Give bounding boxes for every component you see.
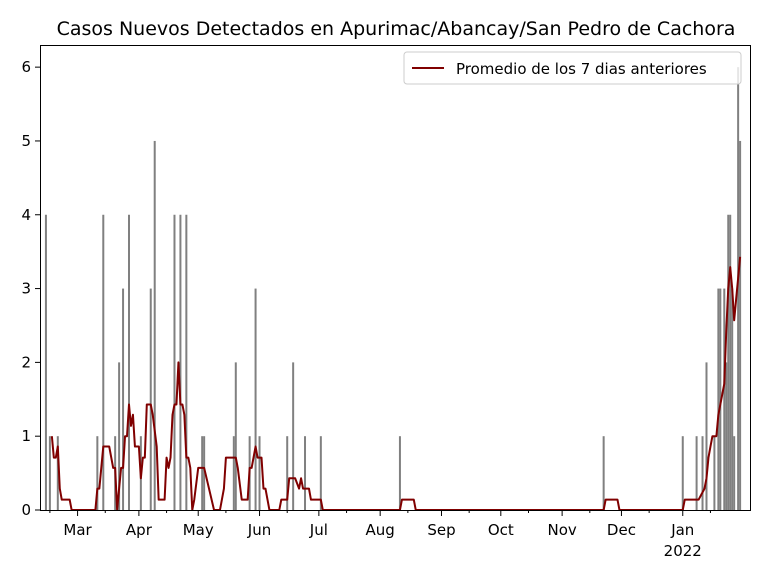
bar-36 (725, 362, 728, 510)
x-tick-label-aug: Aug (366, 521, 395, 539)
bar-23 (292, 362, 295, 510)
legend-box (403, 51, 742, 85)
bar-16 (203, 436, 206, 510)
bar-13 (179, 214, 182, 510)
bar-24 (304, 436, 307, 510)
x-tick-label-may: May (183, 521, 214, 539)
x-tick-label-jul: Jul (309, 521, 328, 539)
bar-22 (286, 436, 289, 510)
bar-6 (118, 362, 121, 510)
bar-14 (185, 214, 188, 510)
x-axis: Mar Apr May Jun Jul Aug Sep Oct Nov Dec Jan 2022 (49, 510, 711, 560)
bar-35 (723, 288, 726, 510)
x-tick-label-jun: Jun (247, 521, 271, 539)
bar-33 (717, 288, 720, 510)
bar-27 (602, 436, 605, 510)
bar-29 (695, 436, 698, 510)
bar-3 (96, 436, 99, 510)
x-tick-label-jan: Jan (670, 521, 694, 539)
bars-layer (44, 67, 742, 510)
bar-21 (258, 436, 261, 510)
bar-11 (153, 140, 156, 510)
bar-40 (733, 436, 736, 510)
x-tick-label-sep: Sep (427, 521, 455, 539)
chart-title: Casos Nuevos Detectados en Apurimac/Aban… (57, 18, 736, 40)
x-tick-label-apr: Apr (126, 521, 153, 539)
bar-4 (102, 214, 105, 510)
legend-label: Promedio de los 7 dias anteriores (456, 60, 707, 78)
x-tick-label-dec: Dec (607, 521, 636, 539)
bar-7 (122, 288, 125, 510)
plot-frame (40, 45, 751, 511)
bar-32 (713, 436, 716, 510)
bar-20 (254, 288, 257, 510)
x-tick-label-oct: Oct (488, 521, 514, 539)
bar-0 (44, 214, 47, 510)
y-tick-label-3: 3 (21, 280, 31, 298)
bar-38 (729, 214, 732, 510)
x-tick-sublabel-year: 2022 (664, 542, 702, 560)
y-tick-label-1: 1 (21, 427, 31, 445)
bar-26 (398, 436, 401, 510)
bar-8 (128, 214, 130, 510)
bar-12 (173, 214, 176, 510)
bar-42 (739, 140, 742, 510)
bar-28 (681, 436, 684, 510)
legend: Promedio de los 7 dias anteriores (403, 51, 742, 85)
bar-15 (201, 436, 204, 510)
bar-18 (234, 362, 237, 510)
x-tick-label-mar: Mar (63, 521, 92, 539)
y-tick-label-5: 5 (21, 132, 31, 150)
bar-2 (56, 436, 59, 510)
bar-30 (701, 436, 704, 510)
bar-31 (705, 362, 708, 510)
bar-39 (731, 288, 734, 510)
y-tick-label-4: 4 (21, 206, 31, 224)
bar-10 (149, 288, 152, 510)
y-tick-label-2: 2 (21, 353, 31, 371)
y-tick-label-6: 6 (21, 58, 31, 76)
bar-1 (48, 436, 51, 510)
y-tick-label-0: 0 (21, 501, 31, 519)
bar-17 (232, 436, 235, 510)
y-axis: 0 1 2 3 4 5 6 (21, 58, 40, 519)
bar-37 (727, 214, 730, 510)
bar-25 (319, 436, 322, 510)
x-tick-label-nov: Nov (547, 521, 576, 539)
